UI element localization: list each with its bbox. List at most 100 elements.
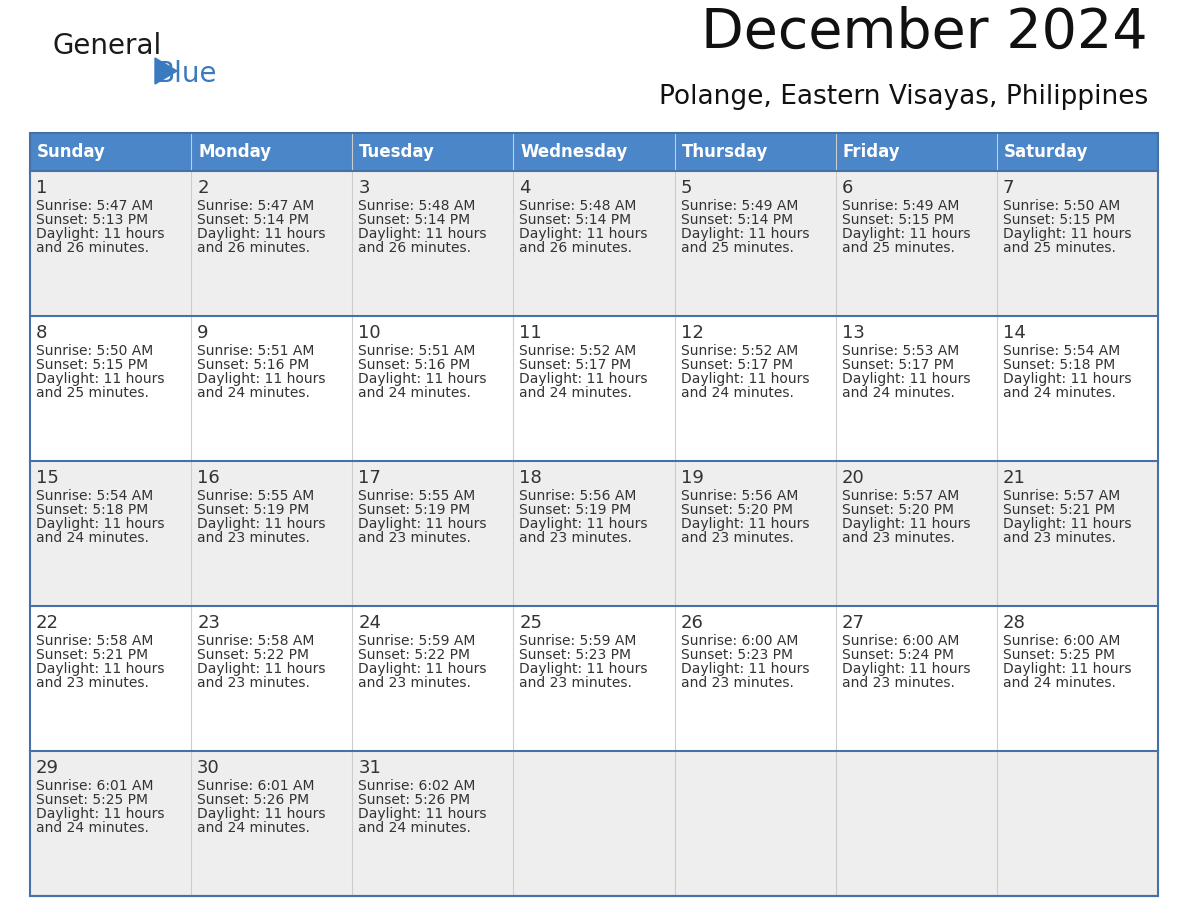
Bar [997, 316, 1158, 461]
Text: Sunset: 5:15 PM: Sunset: 5:15 PM [842, 213, 954, 227]
Text: Sunset: 5:20 PM: Sunset: 5:20 PM [681, 503, 792, 517]
Text: Sunrise: 5:51 AM: Sunrise: 5:51 AM [359, 344, 475, 358]
Text: and 24 minutes.: and 24 minutes. [359, 386, 472, 400]
Text: Sunset: 5:19 PM: Sunset: 5:19 PM [197, 503, 309, 517]
Text: Friday: Friday [842, 143, 901, 161]
Bar [191, 751, 353, 896]
Text: Sunrise: 6:00 AM: Sunrise: 6:00 AM [681, 634, 798, 648]
Text: and 23 minutes.: and 23 minutes. [519, 531, 632, 545]
Text: Daylight: 11 hours: Daylight: 11 hours [519, 227, 647, 241]
Text: 16: 16 [197, 469, 220, 487]
Text: Sunset: 5:26 PM: Sunset: 5:26 PM [359, 793, 470, 807]
Text: Sunset: 5:26 PM: Sunset: 5:26 PM [197, 793, 309, 807]
Bar [997, 133, 1158, 171]
Text: and 23 minutes.: and 23 minutes. [197, 531, 310, 545]
Text: Daylight: 11 hours: Daylight: 11 hours [842, 227, 971, 241]
Text: and 24 minutes.: and 24 minutes. [1003, 386, 1116, 400]
Text: and 23 minutes.: and 23 minutes. [519, 676, 632, 690]
Text: Sunset: 5:25 PM: Sunset: 5:25 PM [36, 793, 148, 807]
Text: Sunset: 5:22 PM: Sunset: 5:22 PM [359, 648, 470, 662]
Bar [997, 461, 1158, 606]
Text: Sunrise: 5:51 AM: Sunrise: 5:51 AM [197, 344, 315, 358]
Text: Daylight: 11 hours: Daylight: 11 hours [197, 807, 326, 821]
Text: Sunset: 5:19 PM: Sunset: 5:19 PM [519, 503, 632, 517]
Bar [191, 461, 353, 606]
Text: and 24 minutes.: and 24 minutes. [359, 821, 472, 835]
Text: 15: 15 [36, 469, 59, 487]
Bar [191, 171, 353, 316]
Text: and 23 minutes.: and 23 minutes. [842, 676, 955, 690]
Text: Monday: Monday [198, 143, 271, 161]
Text: Sunset: 5:21 PM: Sunset: 5:21 PM [1003, 503, 1116, 517]
Bar [513, 133, 675, 171]
Text: Sunrise: 5:54 AM: Sunrise: 5:54 AM [36, 489, 153, 503]
Bar [191, 606, 353, 751]
Text: Daylight: 11 hours: Daylight: 11 hours [197, 227, 326, 241]
Text: Saturday: Saturday [1004, 143, 1088, 161]
Text: Daylight: 11 hours: Daylight: 11 hours [36, 517, 164, 531]
Text: Polange, Eastern Visayas, Philippines: Polange, Eastern Visayas, Philippines [659, 84, 1148, 110]
Text: Daylight: 11 hours: Daylight: 11 hours [36, 662, 164, 676]
Bar [30, 751, 191, 896]
Text: 5: 5 [681, 179, 693, 197]
Text: 23: 23 [197, 614, 220, 632]
Text: and 26 minutes.: and 26 minutes. [359, 241, 472, 255]
Text: 3: 3 [359, 179, 369, 197]
Text: and 25 minutes.: and 25 minutes. [842, 241, 955, 255]
Bar [353, 461, 513, 606]
Text: Sunset: 5:25 PM: Sunset: 5:25 PM [1003, 648, 1114, 662]
Text: Sunrise: 5:50 AM: Sunrise: 5:50 AM [1003, 199, 1120, 213]
Text: Sunrise: 6:01 AM: Sunrise: 6:01 AM [36, 779, 153, 793]
Text: 4: 4 [519, 179, 531, 197]
Text: Tuesday: Tuesday [359, 143, 435, 161]
Bar [675, 461, 835, 606]
Text: and 23 minutes.: and 23 minutes. [36, 676, 148, 690]
Bar [675, 606, 835, 751]
Text: and 25 minutes.: and 25 minutes. [36, 386, 148, 400]
Text: Daylight: 11 hours: Daylight: 11 hours [36, 372, 164, 386]
Text: Sunrise: 5:59 AM: Sunrise: 5:59 AM [359, 634, 475, 648]
Text: 22: 22 [36, 614, 59, 632]
Text: Sunset: 5:16 PM: Sunset: 5:16 PM [197, 358, 309, 372]
Text: Daylight: 11 hours: Daylight: 11 hours [1003, 662, 1131, 676]
Text: and 24 minutes.: and 24 minutes. [197, 821, 310, 835]
Text: and 23 minutes.: and 23 minutes. [197, 676, 310, 690]
Text: Sunset: 5:18 PM: Sunset: 5:18 PM [36, 503, 148, 517]
Text: Sunrise: 5:56 AM: Sunrise: 5:56 AM [681, 489, 798, 503]
Text: Daylight: 11 hours: Daylight: 11 hours [681, 372, 809, 386]
Bar [997, 171, 1158, 316]
Text: Daylight: 11 hours: Daylight: 11 hours [842, 517, 971, 531]
Bar [353, 316, 513, 461]
Text: and 24 minutes.: and 24 minutes. [681, 386, 794, 400]
Text: and 26 minutes.: and 26 minutes. [36, 241, 148, 255]
Text: 10: 10 [359, 324, 381, 342]
Text: Sunset: 5:15 PM: Sunset: 5:15 PM [36, 358, 148, 372]
Text: Sunset: 5:23 PM: Sunset: 5:23 PM [519, 648, 632, 662]
Text: 13: 13 [842, 324, 865, 342]
Text: Daylight: 11 hours: Daylight: 11 hours [197, 662, 326, 676]
Bar [675, 751, 835, 896]
Text: and 24 minutes.: and 24 minutes. [36, 531, 148, 545]
Text: 20: 20 [842, 469, 865, 487]
Bar [513, 316, 675, 461]
Text: Daylight: 11 hours: Daylight: 11 hours [359, 517, 487, 531]
Text: Sunrise: 5:55 AM: Sunrise: 5:55 AM [197, 489, 315, 503]
Bar [30, 461, 191, 606]
Text: and 23 minutes.: and 23 minutes. [681, 676, 794, 690]
Text: Daylight: 11 hours: Daylight: 11 hours [681, 517, 809, 531]
Bar [513, 606, 675, 751]
Text: Sunset: 5:20 PM: Sunset: 5:20 PM [842, 503, 954, 517]
Text: Sunset: 5:19 PM: Sunset: 5:19 PM [359, 503, 470, 517]
Text: Sunrise: 6:00 AM: Sunrise: 6:00 AM [1003, 634, 1120, 648]
Text: and 24 minutes.: and 24 minutes. [1003, 676, 1116, 690]
Bar [353, 606, 513, 751]
Text: Sunrise: 5:48 AM: Sunrise: 5:48 AM [519, 199, 637, 213]
Bar [30, 606, 191, 751]
Text: Sunset: 5:16 PM: Sunset: 5:16 PM [359, 358, 470, 372]
Text: Sunday: Sunday [37, 143, 106, 161]
Text: Daylight: 11 hours: Daylight: 11 hours [681, 662, 809, 676]
Text: Sunrise: 5:47 AM: Sunrise: 5:47 AM [197, 199, 315, 213]
Text: 30: 30 [197, 759, 220, 777]
Text: Daylight: 11 hours: Daylight: 11 hours [359, 662, 487, 676]
Text: Sunrise: 5:54 AM: Sunrise: 5:54 AM [1003, 344, 1120, 358]
